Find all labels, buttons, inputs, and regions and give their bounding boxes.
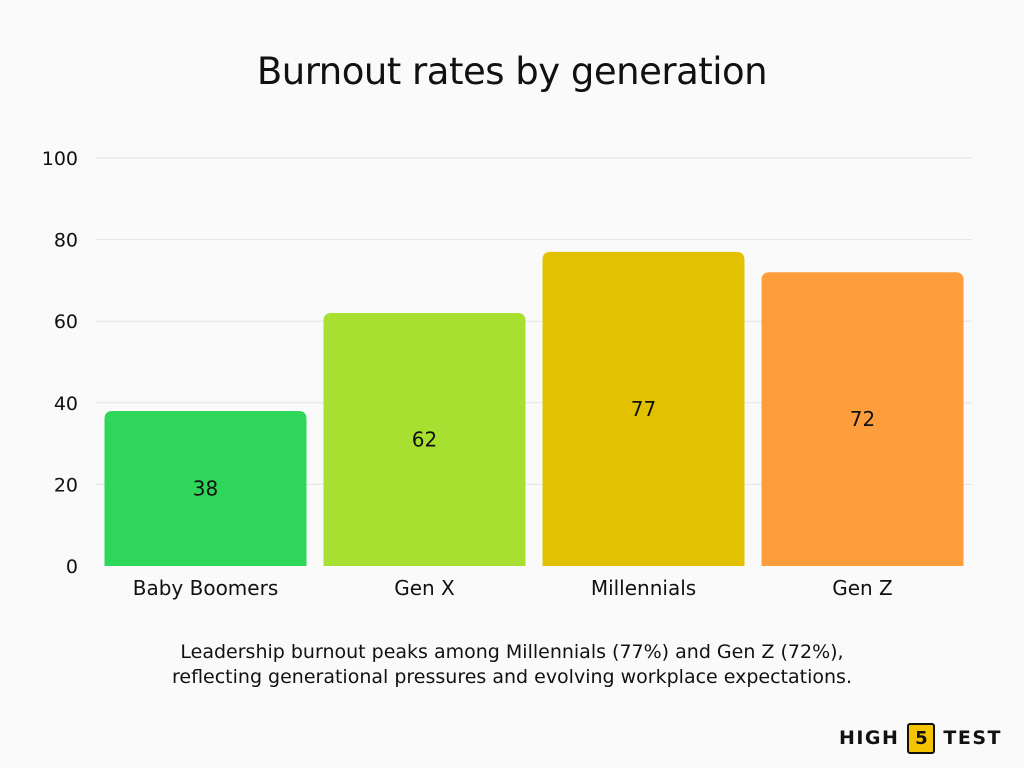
y-tick-label: 0 <box>66 556 78 578</box>
y-tick-label: 80 <box>54 230 78 252</box>
bar-value-label: 72 <box>850 407 875 431</box>
x-tick-label: Gen Z <box>832 576 893 600</box>
caption-line-1: Leadership burnout peaks among Millennia… <box>180 641 844 663</box>
data-labels: 38 62 77 72 <box>193 397 875 501</box>
bar-value-label: 62 <box>412 428 437 452</box>
y-axis-ticks: 0 20 40 60 80 100 <box>42 148 78 578</box>
bar <box>761 272 964 566</box>
caption-line-2: reflecting generational pressures and ev… <box>171 666 852 688</box>
logo-word-test: TEST <box>943 727 1002 749</box>
x-tick-label: Gen X <box>394 576 455 600</box>
y-tick-label: 40 <box>54 393 78 415</box>
y-tick-label: 60 <box>54 311 78 333</box>
chart-title: Burnout rates by generation <box>256 50 768 93</box>
logo-five-badge: 5 <box>907 722 936 754</box>
bar-chart: 0 20 40 60 80 100 38 62 77 72 Baby Boomers Gen X M… <box>42 148 972 600</box>
bar <box>323 313 526 566</box>
bar-value-label: 38 <box>193 476 218 500</box>
x-axis-ticks: Baby Boomers Gen X Millennials Gen Z <box>133 576 893 600</box>
bar <box>104 410 307 566</box>
x-tick-label: Millennials <box>591 576 696 600</box>
high5test-logo: HIGH 5 TEST <box>838 722 1002 754</box>
chart-caption: Leadership burnout peaks among Millennia… <box>0 640 1024 690</box>
y-tick-label: 20 <box>54 474 78 496</box>
bar-value-label: 77 <box>631 397 656 421</box>
bar <box>542 251 745 566</box>
logo-word-high: HIGH <box>838 727 900 749</box>
x-tick-label: Baby Boomers <box>133 576 279 600</box>
bars <box>104 251 964 566</box>
y-tick-label: 100 <box>42 148 78 170</box>
